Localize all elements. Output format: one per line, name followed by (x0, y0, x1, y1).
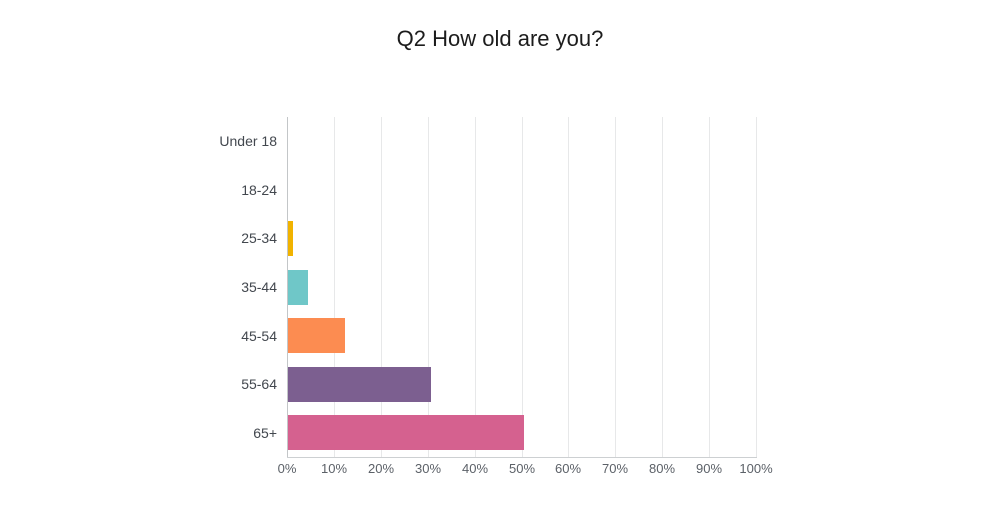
category-label-18-24: 18-24 (241, 182, 277, 198)
bar-25-34 (288, 221, 293, 256)
x-tick-label-50: 50% (508, 461, 536, 476)
x-tick-label-100: 100% (739, 461, 773, 476)
x-axis-baseline (287, 457, 757, 458)
bar-45-54 (288, 318, 345, 353)
bar-55-64 (288, 367, 431, 402)
category-label-35-44: 35-44 (241, 279, 277, 295)
x-tick-label-70: 70% (601, 461, 629, 476)
gridline (381, 117, 382, 457)
gridline (475, 117, 476, 457)
x-tick-label-10: 10% (320, 461, 348, 476)
gridline (662, 117, 663, 457)
x-tick-label-20: 20% (367, 461, 395, 476)
x-tick-label-0: 0% (277, 461, 297, 476)
gridline (334, 117, 335, 457)
x-tick-label-30: 30% (414, 461, 442, 476)
category-label-55-64: 55-64 (241, 376, 277, 392)
x-tick-label-80: 80% (648, 461, 676, 476)
x-tick-label-60: 60% (554, 461, 582, 476)
x-tick-label-90: 90% (695, 461, 723, 476)
category-label-65: 65+ (253, 425, 277, 441)
x-tick-label-40: 40% (461, 461, 489, 476)
gridline (568, 117, 569, 457)
bar-65 (288, 415, 524, 450)
y-axis-line (287, 117, 288, 457)
gridline (522, 117, 523, 457)
gridline (428, 117, 429, 457)
gridline (709, 117, 710, 457)
category-label-under-18: Under 18 (219, 133, 277, 149)
chart-title: Q2 How old are you? (396, 26, 604, 51)
gridline (756, 117, 757, 457)
category-label-25-34: 25-34 (241, 230, 277, 246)
gridline (615, 117, 616, 457)
bar-35-44 (288, 270, 308, 305)
category-label-45-54: 45-54 (241, 328, 277, 344)
